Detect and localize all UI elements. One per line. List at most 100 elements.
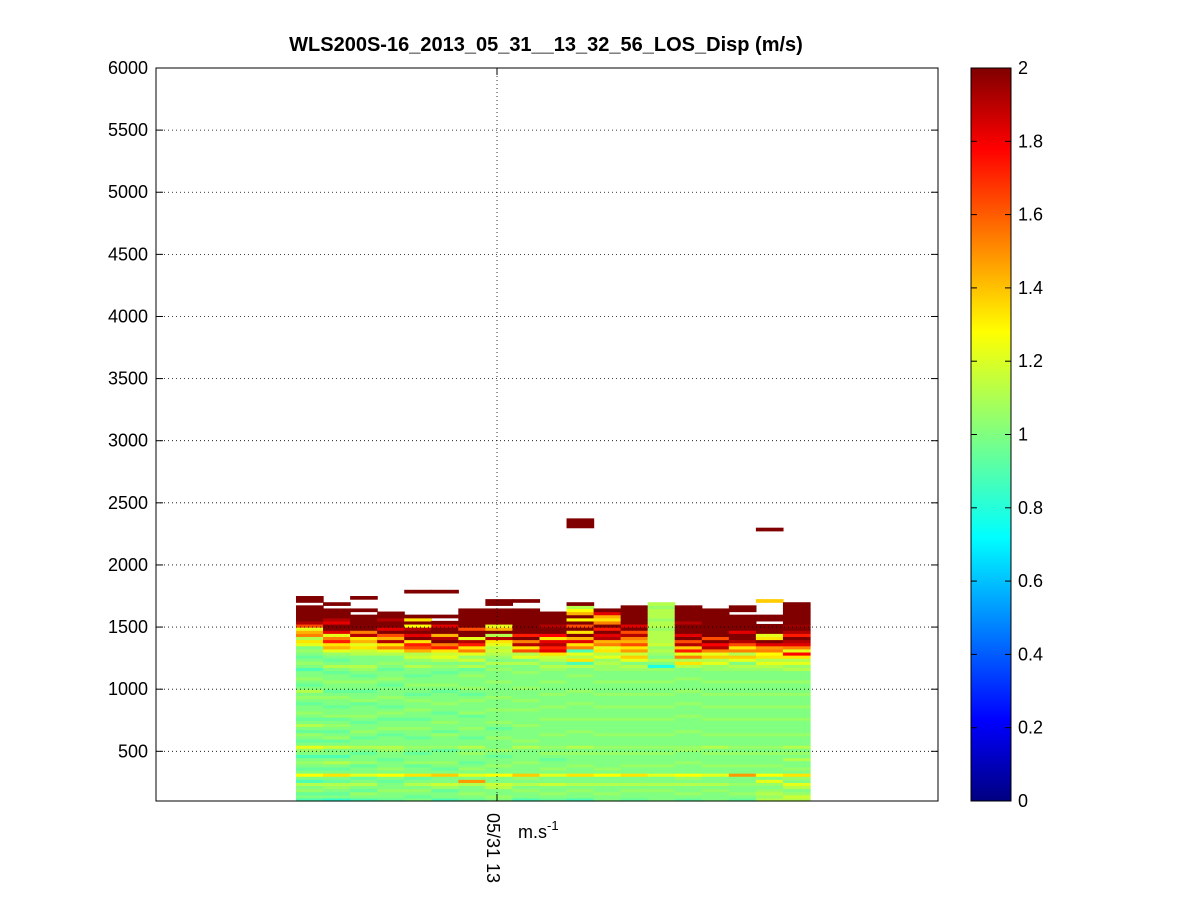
heatmap-cell bbox=[647, 658, 676, 662]
heatmap-cell bbox=[458, 757, 486, 762]
heatmap-cell bbox=[728, 738, 757, 743]
heatmap-cell bbox=[620, 689, 649, 693]
heatmap-cell bbox=[539, 617, 568, 622]
heatmap-cell bbox=[782, 788, 811, 793]
heatmap-cell bbox=[458, 729, 486, 734]
heatmap-cell bbox=[755, 676, 784, 681]
heatmap-cell bbox=[566, 686, 595, 690]
heatmap-cell bbox=[782, 773, 811, 777]
heatmap-cell bbox=[755, 704, 784, 709]
heatmap-cell bbox=[647, 704, 676, 709]
heatmap-cell bbox=[350, 627, 378, 631]
heatmap-cell bbox=[539, 667, 568, 672]
heatmap-cell bbox=[701, 645, 730, 650]
heatmap-cell bbox=[593, 701, 622, 706]
heatmap-cell bbox=[593, 623, 622, 628]
heatmap-cell bbox=[647, 760, 676, 765]
y-tick-label: 2500 bbox=[108, 493, 148, 513]
heatmap-cell bbox=[701, 751, 730, 756]
heatmap-cell bbox=[323, 751, 351, 756]
colorbar-tick-label: 1 bbox=[1018, 425, 1028, 445]
heatmap-cell bbox=[323, 689, 351, 693]
heatmap-cell bbox=[620, 633, 649, 637]
heatmap-cell bbox=[323, 627, 351, 631]
heatmap-cell bbox=[701, 782, 730, 787]
heatmap-cell bbox=[539, 760, 568, 765]
heatmap-cell bbox=[539, 686, 568, 690]
y-tick-label: 5500 bbox=[108, 120, 148, 140]
heatmap-cell bbox=[296, 766, 324, 771]
heatmap-cell bbox=[512, 664, 541, 669]
heatmap-cell bbox=[350, 729, 378, 734]
heatmap-cell bbox=[782, 651, 811, 656]
heatmap-cell bbox=[674, 704, 703, 709]
heatmap-cell bbox=[404, 627, 432, 631]
heatmap-cell bbox=[701, 704, 730, 709]
heatmap-cell bbox=[647, 639, 676, 644]
heatmap-cell bbox=[458, 723, 486, 728]
heatmap-cell bbox=[728, 670, 757, 675]
heatmap-cell bbox=[566, 630, 595, 634]
heatmap-cell bbox=[485, 766, 514, 771]
heatmap-cell bbox=[323, 754, 351, 759]
heatmap-cell bbox=[620, 710, 649, 715]
heatmap-cell bbox=[350, 714, 378, 718]
heatmap-cell bbox=[377, 794, 405, 799]
heatmap-cell bbox=[512, 773, 541, 777]
heatmap-cell bbox=[674, 648, 703, 653]
heatmap-cell bbox=[782, 776, 811, 780]
heatmap-cell bbox=[296, 741, 324, 746]
heatmap-cell bbox=[404, 679, 432, 684]
heatmap-cell bbox=[539, 773, 568, 777]
heatmap-cell bbox=[485, 664, 514, 669]
heatmap-cell bbox=[782, 791, 811, 796]
heatmap-cell bbox=[701, 729, 730, 734]
heatmap-cell bbox=[701, 760, 730, 765]
colorbar-gradient bbox=[971, 68, 1011, 801]
heatmap-cell bbox=[404, 710, 432, 715]
heatmap-cell bbox=[728, 639, 757, 644]
heatmap-cell bbox=[566, 735, 595, 740]
heatmap-cell bbox=[296, 617, 324, 622]
colorbar-tick-label: 0.6 bbox=[1018, 571, 1043, 591]
heatmap-cell bbox=[431, 720, 459, 724]
heatmap-cell bbox=[296, 682, 324, 687]
heatmap-cell bbox=[701, 658, 730, 662]
heatmap-cell bbox=[458, 794, 486, 799]
heatmap-cell bbox=[350, 701, 378, 706]
heatmap-cell bbox=[782, 682, 811, 687]
heatmap-cell bbox=[404, 642, 432, 647]
heatmap-cell bbox=[566, 779, 595, 783]
x-axis-label-superscript: -1 bbox=[547, 818, 559, 833]
heatmap-cell bbox=[782, 617, 811, 622]
heatmap-cell bbox=[566, 682, 595, 687]
heatmap-cell bbox=[728, 785, 757, 790]
heatmap-cell bbox=[701, 623, 730, 628]
heatmap-cell bbox=[431, 682, 459, 687]
heatmap-cell bbox=[404, 686, 432, 690]
heatmap-cell bbox=[539, 732, 568, 737]
heatmap-cell bbox=[755, 614, 784, 619]
heatmap-cell bbox=[755, 689, 784, 693]
heatmap-cell bbox=[404, 797, 432, 802]
heatmap-cell bbox=[701, 757, 730, 762]
heatmap-cell bbox=[566, 611, 595, 616]
heatmap-cell bbox=[512, 611, 541, 616]
heatmap-cell bbox=[674, 636, 703, 641]
heatmap-cell bbox=[512, 717, 541, 721]
heatmap-cell bbox=[431, 679, 459, 684]
heatmap-cell bbox=[512, 794, 541, 799]
colorbar-tick-label: 1.8 bbox=[1018, 131, 1043, 151]
heatmap-cell bbox=[350, 766, 378, 771]
heatmap-cell bbox=[296, 633, 324, 637]
heatmap-cell bbox=[431, 623, 459, 628]
heatmap-cell bbox=[539, 633, 568, 637]
heatmap-cell bbox=[485, 620, 514, 625]
heatmap-cell bbox=[728, 745, 757, 749]
heatmap-cell bbox=[296, 726, 324, 731]
heatmap-cell bbox=[377, 633, 405, 637]
heatmap-cell bbox=[512, 623, 541, 628]
heatmap-cell bbox=[458, 614, 486, 619]
heatmap-cell bbox=[728, 754, 757, 759]
heatmap-cell bbox=[566, 648, 595, 653]
